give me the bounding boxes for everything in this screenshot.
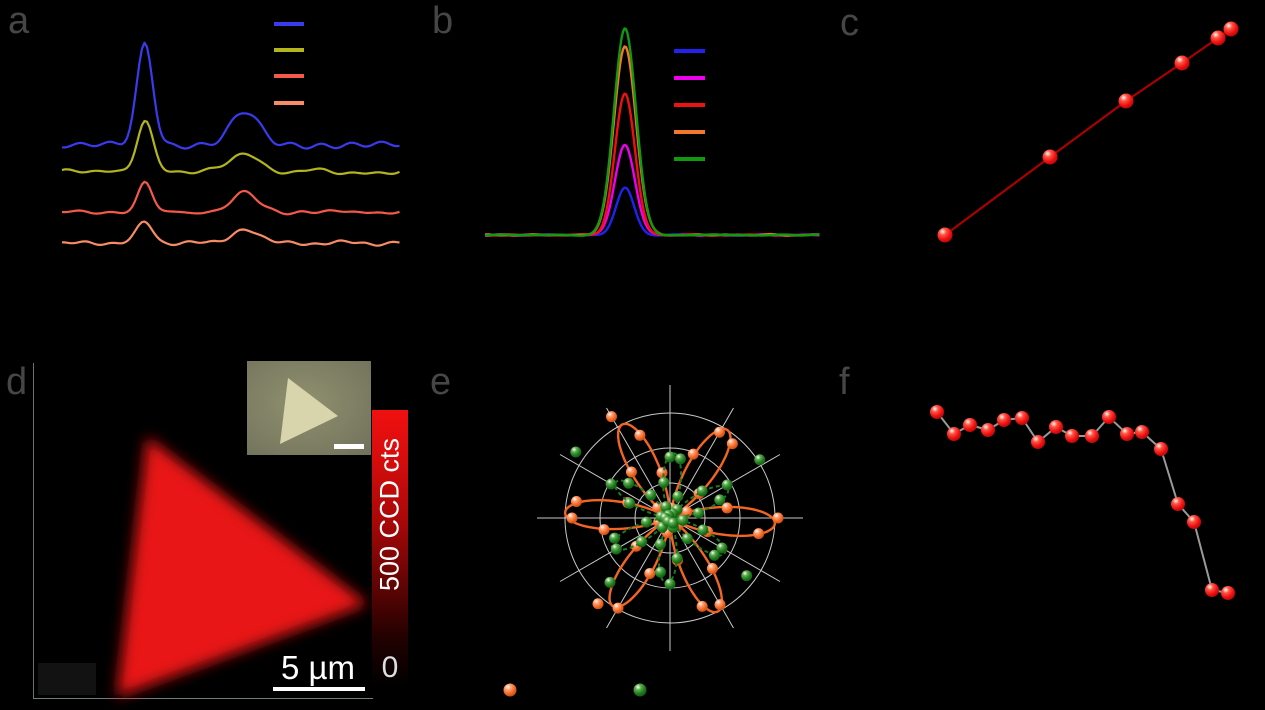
map-frame [33,363,373,699]
data-points [930,405,1235,600]
peak-orange [485,45,820,237]
legend [274,22,304,105]
shg-map [117,437,368,697]
panel-d: d [0,355,430,710]
panel-f-label: f [839,361,850,403]
scalebar-line [273,687,365,691]
panel-a-label: a [8,0,30,42]
inset-scalebar [334,444,364,449]
power-dependence-chart [937,21,1239,243]
panel-a: a [0,0,430,300]
panel-e: e [430,355,840,710]
colorbar: 500 CCD cts [372,410,408,687]
peak-red [485,92,820,237]
colorbar-min-label: 0 [381,651,399,684]
peaks-chart [484,27,820,237]
polar-chart [503,385,803,697]
spectrum-3 [61,180,400,216]
panel-b: b [430,0,840,300]
polar-legend [503,683,647,697]
panel-e-label: e [430,361,452,403]
panel-d-label: d [6,361,28,403]
legend [674,49,705,161]
polar-green-points [570,446,766,590]
spectrum-2 [61,119,400,176]
peak-green [484,27,820,237]
shg-triangle [117,437,368,697]
spectrum-1 [61,41,400,150]
spectrum-4 [61,220,400,247]
colorbar-max-label: 500 CCD cts [374,437,405,591]
optical-inset [247,361,371,455]
optical-triangle [280,378,338,444]
map-dark-patch [38,663,96,695]
panel-c-label: c [840,2,859,44]
stability-chart [930,405,1235,600]
panel-b-label: b [432,0,454,42]
data-points [937,21,1239,243]
panel-c: c [830,0,1265,300]
panel-f: f [835,355,1265,710]
optical-inset-image [247,361,371,455]
spectra-chart [61,22,400,247]
peak-blue [484,186,820,237]
scalebar-text: 5 µm [280,649,356,686]
